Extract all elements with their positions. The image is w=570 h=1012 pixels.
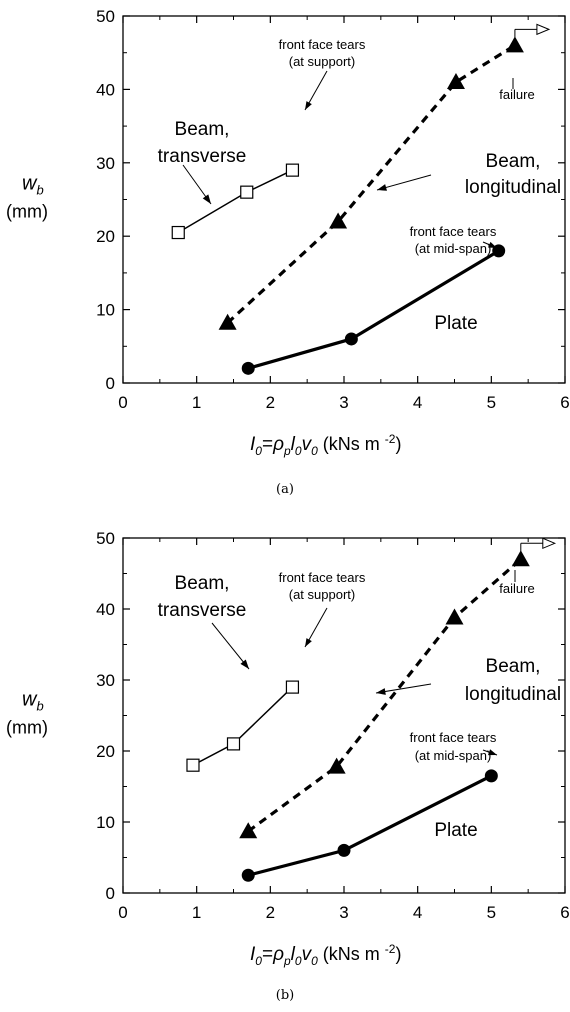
charta-failure-arrowhead: [536, 23, 551, 36]
charta-arrowhead-front-face-support: [305, 101, 312, 110]
chartb-point-beam-transverse: [285, 680, 300, 694]
charta-point-beam-transverse: [171, 225, 185, 240]
charta-point-beam-transverse: [240, 185, 254, 199]
charta-label-beam-transverse-2: transverse: [158, 146, 247, 167]
chart-b-svg: 0 1 2 3 4 5 6 0 10 20 30 40 50 wb (mm) I0=ρpl0v0 (kNs m…: [6, 529, 570, 1003]
charta-series-line-beam-longitudinal: [226, 44, 516, 324]
chartb-failure-arrowhead: [542, 537, 557, 550]
charta-arrowhead-front-face-midspan: [488, 241, 497, 248]
chartb-label-beam-transverse-2: transverse: [158, 600, 247, 621]
chartb-label-beam-longitudinal-2: longitudinal: [465, 684, 561, 705]
chartb-x-tick-label: 1: [192, 903, 201, 922]
chartb-point-beam-longitudinal: [239, 822, 258, 839]
chartb-label-front-face-support-1: front face tears: [279, 570, 366, 585]
chartb-label-front-face-midspan-2: (at mid-span): [415, 748, 492, 763]
charta-arrowhead-beam-longitudinal: [377, 184, 387, 191]
chartb-arrowhead-front-face-midspan: [488, 749, 497, 756]
charta-label-front-face-support-2: (at support): [289, 54, 355, 69]
chart-a-svg: 0 1 2 3 4 5 6 0 10 20 30 40 50 wb (mm) I0=ρpl0v0 (kNs m…: [6, 7, 570, 497]
chartb-point-beam-transverse: [226, 737, 241, 751]
charta-point-beam-transverse: [285, 163, 300, 177]
charta-y-tick-label: 40: [96, 80, 115, 99]
charta-y-axis-unit: (mm): [6, 202, 48, 222]
charta-caption: (a): [276, 482, 294, 497]
chartb-label-beam-longitudinal-1: Beam,: [486, 656, 541, 677]
chartb-x-tick-label: 3: [339, 903, 348, 922]
charta-series-line-plate: [247, 249, 500, 370]
chartb-label-plate: Plate: [434, 820, 477, 841]
chartb-caption: (b): [276, 988, 294, 1003]
chartb-series-line-beam-longitudinal: [247, 558, 522, 833]
charta-label-front-face-support-1: front face tears: [279, 37, 366, 52]
chartb-y-tick-label: 40: [96, 600, 115, 619]
chartb-arrowhead-front-face-support: [305, 638, 312, 647]
chartb-x-tick-label: 2: [266, 903, 275, 922]
chartb-y-tick-label: 30: [96, 671, 115, 690]
charta-x-tick-label: 3: [339, 393, 348, 412]
chartb-x-tick-label: 5: [487, 903, 496, 922]
charta-x-tick-label: 1: [192, 393, 201, 412]
charta-label-front-face-midspan-1: front face tears: [410, 224, 497, 239]
charta-label-front-face-midspan-2: (at mid-span): [415, 241, 492, 256]
charta-point-plate: [344, 332, 358, 346]
chartb-x-axis-label: I0=ρpl0v0 (kNs m -2): [250, 942, 401, 968]
chartb-y-tick-label: 10: [96, 813, 115, 832]
charta-label-beam-longitudinal-2: longitudinal: [465, 177, 561, 198]
charta-x-tick-label: 0: [118, 393, 127, 412]
chartb-y-tick-label: 50: [96, 529, 115, 548]
chartb-arrowhead-beam-transverse: [240, 659, 249, 669]
charta-y-tick-label: 10: [96, 301, 115, 320]
charta-y-tick-label: 30: [96, 154, 115, 173]
chart-panel-b: 0 1 2 3 4 5 6 0 10 20 30 40 50 wb (mm) I0=ρpl0v0 (kNs m…: [0, 506, 570, 1012]
charta-series-line-beam-transverse: [177, 169, 293, 234]
chartb-point-beam-longitudinal: [445, 608, 464, 625]
chartb-point-beam-transverse: [186, 758, 200, 772]
chartb-point-beam-longitudinal: [511, 550, 530, 567]
charta-label-failure: failure: [499, 87, 534, 102]
chartb-arrow-beam-transverse: [211, 622, 250, 670]
charta-y-tick-label: 20: [96, 227, 115, 246]
charta-point-beam-longitudinal: [329, 212, 348, 229]
chartb-point-plate: [484, 769, 498, 783]
charta-arrowhead-beam-transverse: [202, 194, 211, 204]
chartb-point-plate: [337, 843, 351, 857]
charta-label-plate: Plate: [434, 313, 477, 334]
charta-label-beam-transverse-1: Beam,: [175, 119, 230, 140]
chartb-point-beam-longitudinal: [327, 757, 346, 774]
charta-y-tick-label: 0: [106, 374, 115, 393]
chart-panel-a: 0 1 2 3 4 5 6 0 10 20 30 40 50 wb (mm) I0=ρpl0v0 (kNs m…: [6, 7, 570, 497]
charta-x-tick-label: 2: [266, 393, 275, 412]
chartb-label-beam-transverse-1: Beam,: [175, 573, 230, 594]
chartb-y-tick-label: 20: [96, 742, 115, 761]
charta-x-tick-label: 4: [413, 393, 422, 412]
chartb-label-failure: failure: [499, 581, 534, 596]
charta-label-beam-longitudinal-1: Beam,: [486, 151, 541, 172]
chartb-x-tick-label: 0: [118, 903, 127, 922]
chartb-series-line-beam-transverse: [192, 686, 293, 766]
chartb-y-axis-label: wb: [22, 689, 44, 714]
chartb-y-tick-label: 0: [106, 884, 115, 903]
charta-x-tick-label: 5: [487, 393, 496, 412]
chartb-x-tick-label: 6: [560, 903, 569, 922]
charta-point-beam-longitudinal: [446, 73, 465, 90]
charta-x-axis-label: I0=ρpl0v0 (kNs m -2): [250, 432, 401, 458]
chartb-x-tick-label: 4: [413, 903, 422, 922]
charta-plot-frame: [122, 15, 566, 384]
chartb-point-plate: [241, 868, 255, 882]
charta-x-tick-label: 6: [560, 393, 569, 412]
chartb-label-front-face-midspan-1: front face tears: [410, 730, 497, 745]
charta-y-axis-label: wb: [22, 173, 44, 198]
charta-point-beam-longitudinal: [505, 36, 524, 53]
chartb-y-axis-unit: (mm): [6, 718, 48, 738]
chartb-label-front-face-support-2: (at support): [289, 587, 355, 602]
charta-y-tick-label: 50: [96, 7, 115, 26]
charta-point-plate: [241, 361, 255, 375]
chartb-arrowhead-beam-longitudinal: [376, 688, 386, 695]
charta-point-beam-longitudinal: [218, 313, 237, 330]
